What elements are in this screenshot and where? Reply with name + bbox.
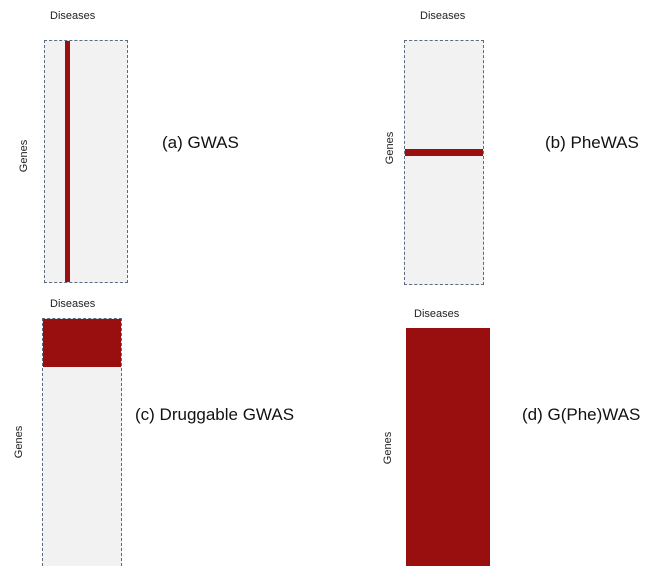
disease-column-highlight [65,41,70,282]
caption-phewas: (b) PheWAS [545,133,639,152]
caption-gphewas: (d) G(Phe)WAS [522,405,641,424]
diseases-axis-label: Diseases [420,10,466,22]
caption-gwas: (a) GWAS [162,133,239,152]
caption-druggable-gwas: (c) Druggable GWAS [135,405,295,424]
genes-axis-label: Genes [13,425,26,459]
diseases-axis-label: Diseases [50,10,96,22]
gene-disease-matrix [42,318,122,566]
genes-axis-label: Genes [382,431,395,465]
genes-axis-label: Genes [18,139,31,173]
druggable-genes-highlight [43,319,121,367]
gene-disease-matrix [44,40,128,283]
diseases-axis-label: Diseases [414,308,460,320]
full-matrix-highlight [406,328,490,566]
diseases-axis-label: Diseases [50,298,96,310]
gene-disease-matrix [404,40,484,285]
genes-axis-label: Genes [384,131,397,165]
gene-row-highlight [405,149,483,156]
